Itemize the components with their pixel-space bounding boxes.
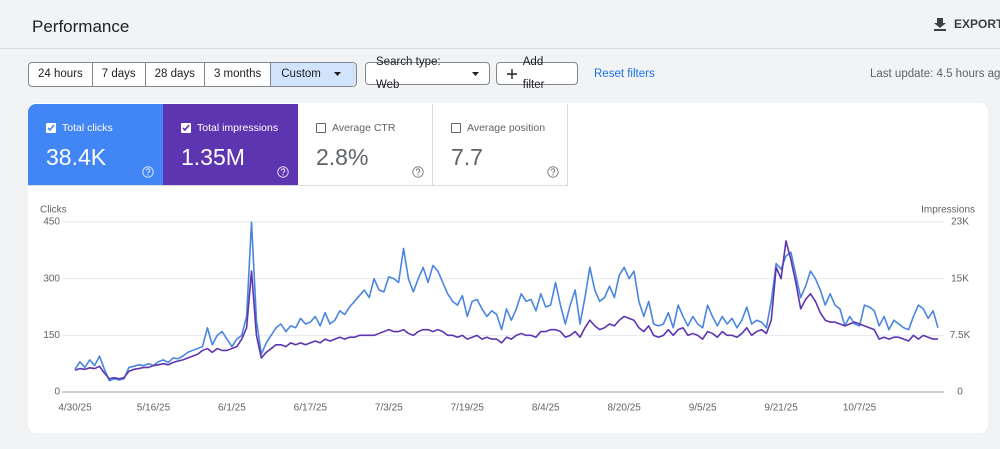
check-mark [182,124,190,132]
date-range-group: 24 hours 7 days 28 days 3 months Custom [28,62,358,87]
last-update: Last update: 4.5 hours ago [870,68,1000,80]
dropdown-arrow [471,71,479,76]
page-title: Performance [32,17,130,36]
metric-checkbox[interactable] [316,123,326,133]
date-range-button[interactable]: 3 months [205,63,272,86]
metric-label: Average CTR [332,122,396,134]
help-glyph [142,166,154,178]
help-glyph [277,166,289,178]
plus-icon [507,68,517,79]
help-glyph [412,166,424,178]
dropdown-arrow [334,72,342,76]
help-glyph [547,166,559,178]
metric-checkbox[interactable] [181,123,191,133]
date-range-button[interactable]: 28 days [146,63,205,86]
search-type-dropdown[interactable]: Search type: Web [365,56,490,91]
metric-card[interactable]: Average CTR 2.8% [298,104,433,186]
help-icon[interactable] [277,165,289,183]
metric-card[interactable]: Total clicks 38.4K [28,104,163,186]
date-range-button[interactable]: Custom [271,63,357,86]
date-range-button[interactable]: 24 hours [29,63,93,86]
metric-label: Average position [467,122,546,134]
metric-value: 2.8% [316,144,369,170]
metric-checkbox[interactable] [451,123,461,133]
metric-checkbox[interactable] [46,123,56,133]
date-range-button[interactable]: 7 days [93,63,146,86]
export-button[interactable]: EXPORT [934,17,1000,31]
header-divider [0,48,1000,49]
metric-value: 7.7 [451,144,483,170]
metric-label: Total clicks [62,122,113,134]
metric-value: 1.35M [181,144,245,170]
help-icon[interactable] [547,165,559,183]
help-icon[interactable] [412,165,424,183]
filter-divider [353,60,354,88]
add-filter-label: Add filter [522,55,545,91]
add-filter-button[interactable]: Add filter [496,56,578,91]
metric-value: 38.4K [46,144,107,170]
help-icon[interactable] [142,165,154,183]
export-label: EXPORT [954,17,1000,31]
metric-card[interactable]: Average position 7.7 [433,104,568,186]
download-icon [934,17,946,31]
metric-label: Total impressions [197,122,279,134]
metric-card[interactable]: Total impressions 1.35M [163,104,298,186]
reset-filters-link[interactable]: Reset filters [594,68,655,80]
search-type-label: Search type: Web [376,55,441,91]
custom-label: Custom [281,68,321,80]
check-mark [47,124,55,132]
